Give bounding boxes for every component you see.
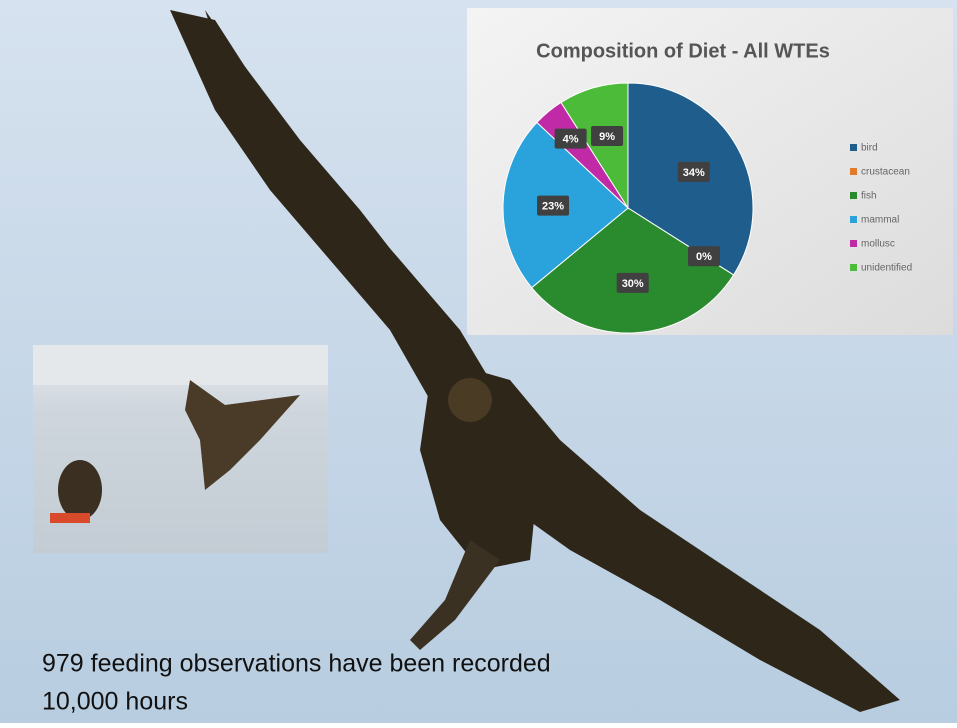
legend-swatch <box>850 144 857 151</box>
data-label: 4% <box>563 134 579 146</box>
legend-swatch <box>850 264 857 271</box>
legend-label: unidentified <box>861 263 912 274</box>
data-label: 34% <box>683 167 705 179</box>
legend-label: bird <box>861 143 878 154</box>
data-label: 0% <box>696 251 712 263</box>
legend-swatch <box>850 216 857 223</box>
legend-label: fish <box>861 191 877 202</box>
chart-title: Composition of Diet - All WTEs <box>536 40 830 62</box>
caption-line: 10,000 hours <box>42 688 188 716</box>
slide: Composition of Diet - All WTEs 979 feedi… <box>0 0 957 723</box>
legend-swatch <box>850 192 857 199</box>
caption-line: 979 feeding observations have been recor… <box>42 650 551 678</box>
data-label: 9% <box>599 131 615 143</box>
legend-swatch <box>850 168 857 175</box>
legend-swatch <box>850 240 857 247</box>
legend-label: mammal <box>861 215 899 226</box>
inset-photo <box>33 345 328 553</box>
legend-label: mollusc <box>861 239 895 250</box>
data-label: 30% <box>622 278 644 290</box>
data-label: 23% <box>542 201 564 213</box>
legend-label: crustacean <box>861 167 910 178</box>
